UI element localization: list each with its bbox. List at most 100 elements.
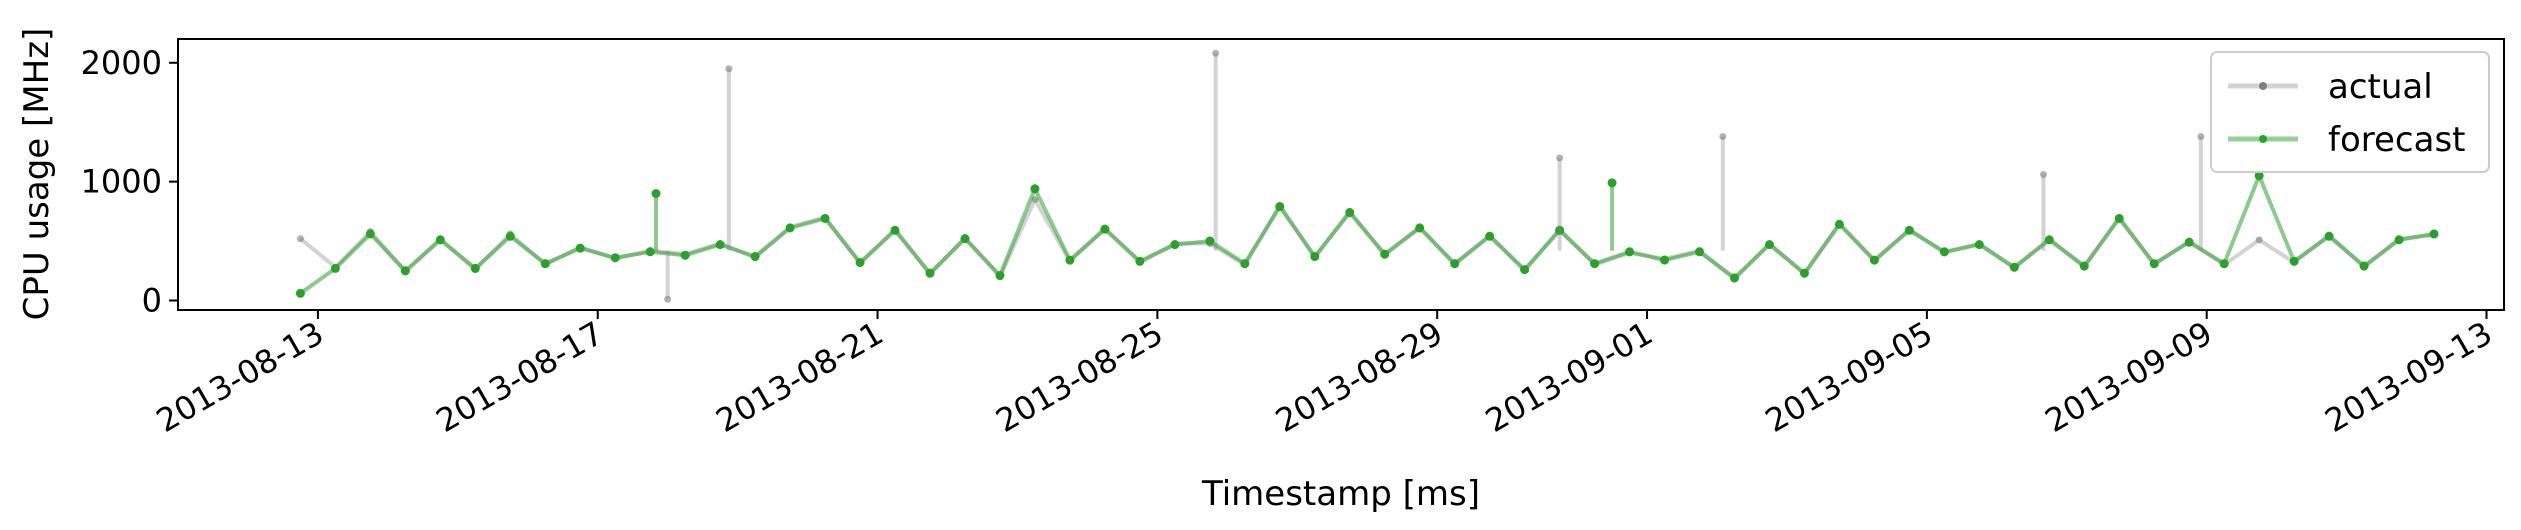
point-forecast-32 [1415,223,1425,233]
y-tick-label-2000: 2000 [81,44,162,82]
plot-frame [177,38,2505,311]
point-actual-0 [296,235,304,243]
point-forecast-1 [330,263,340,273]
point-forecast-58 [2324,231,2334,241]
point-forecast-9 [610,253,620,263]
legend-item-actual: actual [2228,67,2433,107]
x-tick-label-2013-08-13: 2013-08-13 [150,314,330,440]
x-tick-label-2013-08-25: 2013-08-25 [989,314,1169,440]
point-forecast-17 [890,225,900,235]
x-tick-label-2013-08-17: 2013-08-17 [430,314,610,440]
legend-marker-actual [2259,82,2267,90]
x-tick-label-2013-09-01: 2013-09-01 [1479,314,1659,440]
point-forecast-53 [2149,259,2159,269]
point-forecast-30 [1345,208,1355,218]
point-forecast-56 [2254,171,2264,181]
x-tick-label-2013-08-29: 2013-08-29 [1269,314,1449,440]
spike-point-6 [664,295,672,303]
y-axis-title: CPU usage [MHz] [17,28,57,321]
point-forecast-16 [855,257,865,267]
point-forecast-15 [820,213,830,223]
series-line-forecast [299,173,2435,296]
point-forecast-31 [1380,249,1390,259]
point-forecast-49 [2009,262,2019,272]
point-forecast-24 [1135,256,1145,266]
point-forecast-57 [2289,256,2299,266]
point-forecast-55 [2219,259,2229,269]
point-forecast-47 [1939,247,1949,257]
point-forecast-33 [1450,259,1460,269]
point-forecast-18 [925,268,935,278]
point-forecast-28 [1275,202,1285,212]
point-forecast-59 [2359,261,2369,271]
point-forecast-13 [750,252,760,262]
spike-point-7 [651,189,661,199]
point-forecast-43 [1799,268,1809,278]
plot-area [178,39,2504,310]
point-forecast-45 [1869,255,1879,265]
point-forecast-8 [575,243,585,253]
point-forecast-14 [785,223,795,233]
point-forecast-12 [715,240,725,250]
legend-label-forecast: forecast [2328,120,2466,160]
point-forecast-11 [680,250,690,260]
point-forecast-20 [995,271,1005,281]
point-forecast-0 [295,288,305,298]
point-forecast-19 [960,234,970,244]
x-tick-label-2013-09-09: 2013-09-09 [2039,314,2219,440]
y-tick-label-0: 0 [142,281,162,319]
point-forecast-27 [1240,259,1250,269]
x-axis-title: Timestamp [ms] [1201,474,1480,514]
point-forecast-54 [2184,237,2194,247]
point-forecast-44 [1834,219,1844,229]
spike-layer [651,49,2205,303]
point-forecast-37 [1590,259,1600,269]
point-forecast-23 [1100,224,1110,234]
point-forecast-52 [2114,213,2124,223]
point-forecast-46 [1904,225,1914,235]
point-forecast-29 [1310,252,1320,262]
x-tick-label-2013-09-05: 2013-09-05 [1759,314,1939,440]
point-actual-56 [2255,236,2263,244]
point-forecast-38 [1625,247,1635,257]
point-forecast-5 [470,263,480,273]
point-forecast-41 [1729,273,1739,283]
series-layer [295,49,2439,303]
legend-label-actual: actual [2328,67,2433,107]
point-forecast-34 [1485,231,1495,241]
point-forecast-42 [1764,240,1774,250]
point-forecast-10 [645,247,655,257]
point-forecast-48 [1974,240,1984,250]
spike-point-8 [1607,178,1617,188]
x-tick-label-2013-09-13: 2013-09-13 [2318,314,2498,440]
point-forecast-50 [2044,235,2054,245]
y-tick-label-1000: 1000 [81,163,162,201]
spike-point-4 [2039,171,2047,178]
legend: actual forecast [2210,51,2490,173]
point-forecast-2 [365,229,375,239]
point-forecast-3 [400,266,410,276]
point-forecast-36 [1555,225,1565,235]
point-forecast-39 [1660,255,1670,265]
spike-point-0 [725,65,733,73]
x-tick-label-2013-08-21: 2013-08-21 [709,314,889,440]
point-forecast-21 [1030,184,1040,194]
point-forecast-6 [505,231,515,241]
series-forecast [295,171,2439,298]
point-forecast-61 [2429,229,2439,239]
legend-box [2210,51,2490,173]
point-forecast-40 [1695,247,1705,257]
point-forecast-25 [1170,240,1180,250]
spike-point-2 [1556,154,1564,162]
point-forecast-35 [1520,265,1530,275]
point-forecast-51 [2079,261,2089,271]
point-forecast-7 [540,259,550,269]
point-forecast-22 [1065,255,1075,265]
legend-item-forecast: forecast [2228,120,2466,160]
spike-point-5 [2197,132,2205,140]
point-forecast-60 [2394,235,2404,245]
spike-point-3 [1719,132,1727,140]
spike-point-1 [1212,49,1220,57]
point-forecast-4 [435,235,445,245]
